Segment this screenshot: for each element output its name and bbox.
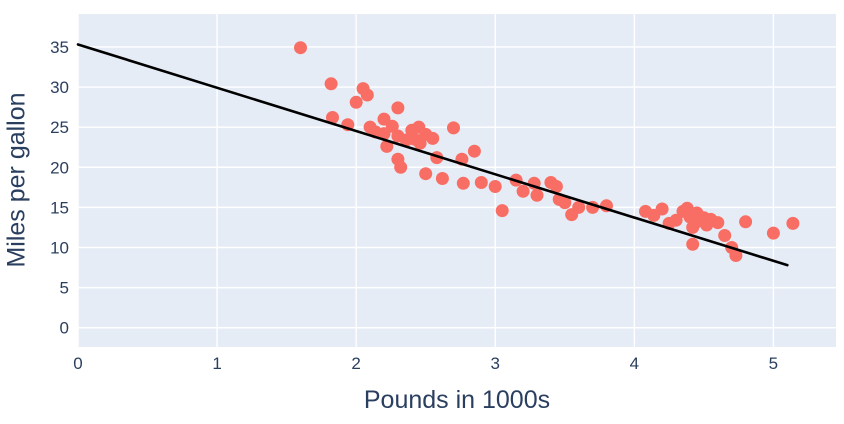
scatter-point	[488, 180, 502, 193]
y-tick-label: 15	[50, 198, 69, 217]
trend-line	[76, 43, 789, 267]
scatter-point	[530, 188, 544, 202]
scatter-point	[474, 176, 488, 189]
x-tick-label: 3	[491, 354, 500, 373]
scatter-point	[435, 172, 449, 185]
scatter-point	[326, 111, 339, 124]
scatter-point	[380, 139, 394, 153]
plot-background	[78, 14, 836, 347]
scatter-point	[711, 216, 725, 230]
scatter-point	[558, 196, 572, 210]
scatter-point	[385, 119, 399, 133]
scatter-point	[360, 88, 374, 102]
scatter-point	[324, 77, 338, 91]
scatter-point	[419, 167, 433, 181]
scatter-point	[391, 101, 405, 115]
x-axis-title: Pounds in 1000s	[363, 386, 551, 414]
scatter-point	[572, 200, 586, 214]
y-tick-label: 25	[50, 118, 69, 137]
scatter-point	[655, 202, 669, 216]
scatter-point	[718, 229, 732, 242]
scatter-point	[669, 213, 683, 227]
y-tick-label: 10	[50, 239, 69, 258]
x-tick-label: 0	[73, 354, 82, 373]
scatter-point	[495, 204, 509, 218]
scatter-point	[549, 180, 563, 193]
x-tick-label: 5	[769, 354, 778, 373]
x-tick-label: 2	[351, 354, 360, 373]
scatter-point	[786, 216, 800, 230]
scatter-point	[729, 249, 743, 262]
x-tick-label: 1	[212, 354, 221, 373]
y-tick-label: 30	[50, 78, 69, 97]
scatter-point	[516, 184, 530, 198]
y-tick-label: 35	[50, 38, 69, 57]
scatter-point	[447, 121, 460, 135]
y-tick-label: 0	[60, 319, 69, 338]
scatter-point	[394, 160, 408, 174]
scatter-point	[294, 41, 307, 55]
scatter-point	[349, 95, 363, 109]
scatter-point	[456, 176, 470, 190]
x-tick-label: 4	[630, 354, 639, 373]
scatter-point	[426, 131, 440, 145]
y-axis-title: Miles per gallon	[2, 92, 31, 268]
scatter-point	[467, 144, 481, 158]
scatter-point	[686, 237, 700, 251]
y-tick-label: 20	[50, 158, 69, 177]
y-tick-label: 5	[60, 279, 69, 298]
scatter-point	[739, 215, 753, 229]
scatter-point	[766, 226, 780, 240]
